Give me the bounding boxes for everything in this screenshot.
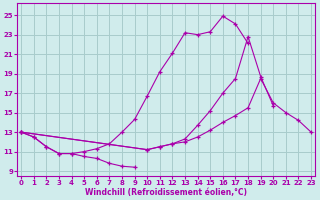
X-axis label: Windchill (Refroidissement éolien,°C): Windchill (Refroidissement éolien,°C): [85, 188, 247, 197]
